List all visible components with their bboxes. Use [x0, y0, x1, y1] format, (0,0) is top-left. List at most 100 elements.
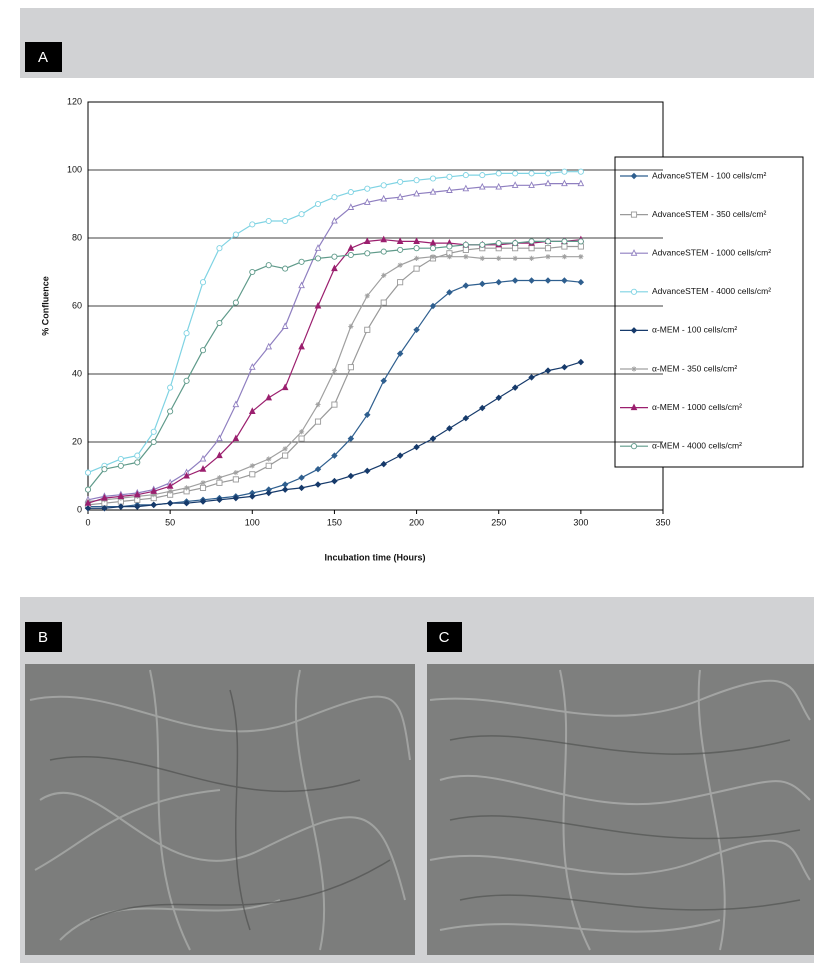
marker — [577, 168, 584, 175]
marker — [380, 460, 387, 468]
marker — [478, 182, 486, 190]
marker — [413, 255, 420, 261]
marker — [183, 330, 190, 337]
marker — [314, 465, 322, 473]
panel-label: C — [439, 629, 450, 646]
marker — [216, 479, 223, 486]
panel-label-box — [25, 622, 62, 652]
marker — [413, 177, 420, 184]
y-tick-label: 80 — [72, 232, 82, 242]
marker — [446, 254, 453, 260]
marker — [446, 243, 453, 250]
marker — [249, 463, 255, 469]
marker — [462, 246, 469, 253]
marker — [298, 258, 305, 265]
marker — [413, 245, 420, 252]
marker — [577, 358, 585, 366]
marker — [314, 255, 322, 262]
marker — [151, 492, 157, 498]
marker — [413, 265, 420, 272]
marker — [232, 231, 239, 238]
marker — [199, 454, 207, 462]
marker — [397, 279, 404, 286]
marker — [101, 466, 108, 473]
marker — [545, 254, 551, 260]
marker — [528, 238, 535, 245]
legend-marker — [630, 443, 638, 450]
marker — [183, 471, 190, 479]
marker — [265, 462, 272, 469]
marker — [298, 429, 305, 435]
marker — [347, 364, 354, 371]
legend-marker — [630, 249, 638, 256]
marker — [462, 282, 470, 289]
y-tick-label: 20 — [72, 436, 82, 446]
marker — [265, 393, 273, 401]
legend-label: AdvanceSTEM - 100 cells/cm² — [652, 170, 766, 180]
marker — [429, 245, 437, 252]
y-tick-label: 0 — [77, 504, 82, 514]
marker — [429, 302, 437, 310]
marker — [561, 254, 568, 260]
marker — [495, 182, 503, 190]
marker — [561, 363, 568, 371]
marker — [216, 496, 223, 504]
marker — [347, 244, 355, 251]
marker — [266, 456, 272, 462]
marker — [496, 255, 502, 261]
marker — [84, 469, 92, 476]
legend-label: α-MEM - 350 cells/cm² — [652, 363, 737, 373]
marker — [429, 175, 437, 182]
marker — [134, 452, 141, 459]
y-tick-label: 100 — [67, 164, 82, 174]
marker — [216, 319, 223, 327]
marker — [199, 484, 207, 491]
marker — [544, 277, 552, 284]
marker — [364, 411, 371, 419]
y-tick-label: 120 — [67, 96, 82, 106]
marker — [528, 277, 535, 284]
marker — [167, 384, 174, 391]
legend-label: α-MEM - 1000 cells/cm² — [652, 402, 742, 412]
x-tick-label: 50 — [165, 517, 175, 527]
marker — [265, 262, 272, 269]
marker — [544, 179, 552, 187]
marker — [511, 277, 519, 284]
marker — [512, 245, 519, 252]
marker — [380, 248, 387, 255]
marker — [446, 289, 453, 296]
marker — [150, 428, 157, 435]
marker — [199, 279, 207, 286]
marker — [561, 238, 568, 245]
marker — [183, 485, 190, 491]
x-tick-label: 300 — [573, 517, 588, 527]
marker — [167, 408, 174, 415]
legend-box — [614, 156, 804, 468]
marker — [101, 493, 108, 501]
marker — [528, 170, 535, 177]
marker — [577, 238, 584, 245]
marker — [544, 170, 552, 177]
marker — [314, 200, 322, 208]
marker — [281, 486, 289, 493]
marker — [528, 374, 535, 381]
marker — [397, 262, 403, 268]
marker — [331, 253, 338, 260]
marker — [577, 278, 585, 286]
marker — [117, 503, 125, 510]
marker — [462, 241, 469, 248]
marker — [364, 467, 371, 475]
marker — [134, 503, 141, 510]
marker — [528, 255, 535, 261]
marker — [429, 435, 437, 442]
marker — [265, 342, 273, 350]
x-tick-label: 0 — [85, 517, 90, 527]
marker — [544, 367, 552, 374]
marker — [397, 178, 404, 185]
marker — [479, 404, 486, 412]
marker — [347, 203, 355, 210]
marker — [282, 217, 289, 225]
marker — [528, 181, 535, 188]
marker — [348, 323, 354, 329]
